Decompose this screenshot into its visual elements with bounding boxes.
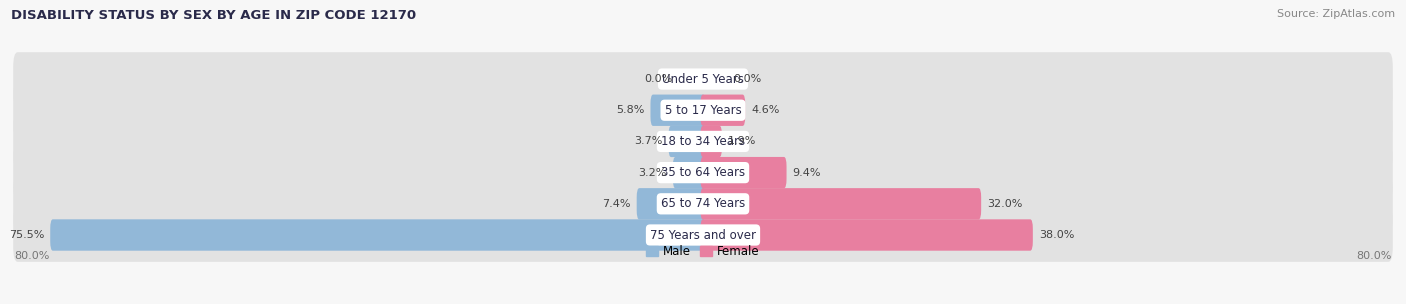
Text: 75.5%: 75.5%: [8, 230, 44, 240]
Text: 7.4%: 7.4%: [602, 199, 631, 209]
FancyBboxPatch shape: [700, 188, 981, 219]
Text: 1.9%: 1.9%: [728, 136, 756, 147]
FancyBboxPatch shape: [13, 177, 1393, 231]
Text: Under 5 Years: Under 5 Years: [662, 73, 744, 85]
Text: 5.8%: 5.8%: [616, 105, 644, 115]
Text: 32.0%: 32.0%: [987, 199, 1022, 209]
Text: Source: ZipAtlas.com: Source: ZipAtlas.com: [1277, 9, 1395, 19]
Text: 5 to 17 Years: 5 to 17 Years: [665, 104, 741, 117]
Text: 18 to 34 Years: 18 to 34 Years: [661, 135, 745, 148]
Text: 9.4%: 9.4%: [793, 168, 821, 178]
FancyBboxPatch shape: [637, 188, 706, 219]
Text: 0.0%: 0.0%: [644, 74, 673, 84]
Legend: Male, Female: Male, Female: [641, 240, 765, 263]
Text: DISABILITY STATUS BY SEX BY AGE IN ZIP CODE 12170: DISABILITY STATUS BY SEX BY AGE IN ZIP C…: [11, 9, 416, 22]
FancyBboxPatch shape: [669, 126, 706, 157]
FancyBboxPatch shape: [51, 219, 706, 251]
Text: 38.0%: 38.0%: [1039, 230, 1074, 240]
FancyBboxPatch shape: [700, 126, 721, 157]
Text: 65 to 74 Years: 65 to 74 Years: [661, 197, 745, 210]
Text: 35 to 64 Years: 35 to 64 Years: [661, 166, 745, 179]
FancyBboxPatch shape: [13, 115, 1393, 168]
Text: 80.0%: 80.0%: [1357, 251, 1392, 261]
Text: 0.0%: 0.0%: [733, 74, 762, 84]
FancyBboxPatch shape: [13, 208, 1393, 262]
Text: 80.0%: 80.0%: [14, 251, 49, 261]
FancyBboxPatch shape: [700, 157, 786, 188]
FancyBboxPatch shape: [700, 219, 1033, 251]
FancyBboxPatch shape: [13, 83, 1393, 137]
FancyBboxPatch shape: [673, 157, 706, 188]
FancyBboxPatch shape: [651, 95, 706, 126]
FancyBboxPatch shape: [13, 52, 1393, 106]
Text: 4.6%: 4.6%: [751, 105, 779, 115]
Text: 3.7%: 3.7%: [634, 136, 662, 147]
Text: 75 Years and over: 75 Years and over: [650, 229, 756, 241]
FancyBboxPatch shape: [13, 146, 1393, 199]
Text: 3.2%: 3.2%: [638, 168, 666, 178]
FancyBboxPatch shape: [700, 95, 745, 126]
